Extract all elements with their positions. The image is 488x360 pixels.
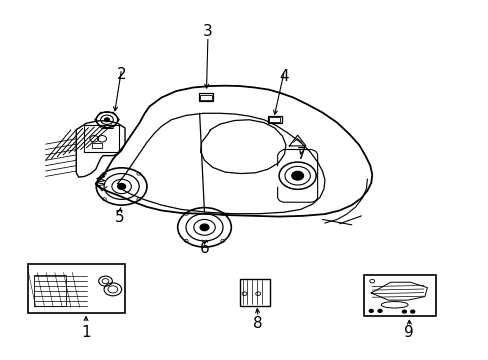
- Text: 1: 1: [81, 325, 91, 340]
- Text: 3: 3: [203, 24, 212, 39]
- Bar: [92, 143, 102, 148]
- Text: 5: 5: [115, 210, 125, 225]
- Circle shape: [410, 310, 414, 313]
- Circle shape: [118, 184, 125, 189]
- Text: 6: 6: [199, 240, 209, 256]
- Circle shape: [368, 310, 372, 312]
- Text: 8: 8: [253, 316, 263, 331]
- Bar: [83, 125, 119, 152]
- Bar: [363, 275, 435, 316]
- Text: 2: 2: [117, 67, 126, 82]
- Text: 4: 4: [279, 68, 289, 84]
- Circle shape: [377, 310, 381, 312]
- Bar: [267, 116, 281, 123]
- Circle shape: [200, 224, 208, 230]
- Circle shape: [291, 171, 303, 180]
- Circle shape: [402, 310, 406, 313]
- Text: 7: 7: [297, 147, 306, 162]
- Bar: [239, 279, 269, 306]
- Bar: [34, 275, 65, 306]
- Bar: [198, 93, 213, 101]
- Bar: [269, 117, 280, 122]
- Circle shape: [104, 118, 109, 122]
- Bar: [27, 264, 125, 313]
- Bar: [200, 95, 211, 100]
- Text: 9: 9: [404, 325, 413, 340]
